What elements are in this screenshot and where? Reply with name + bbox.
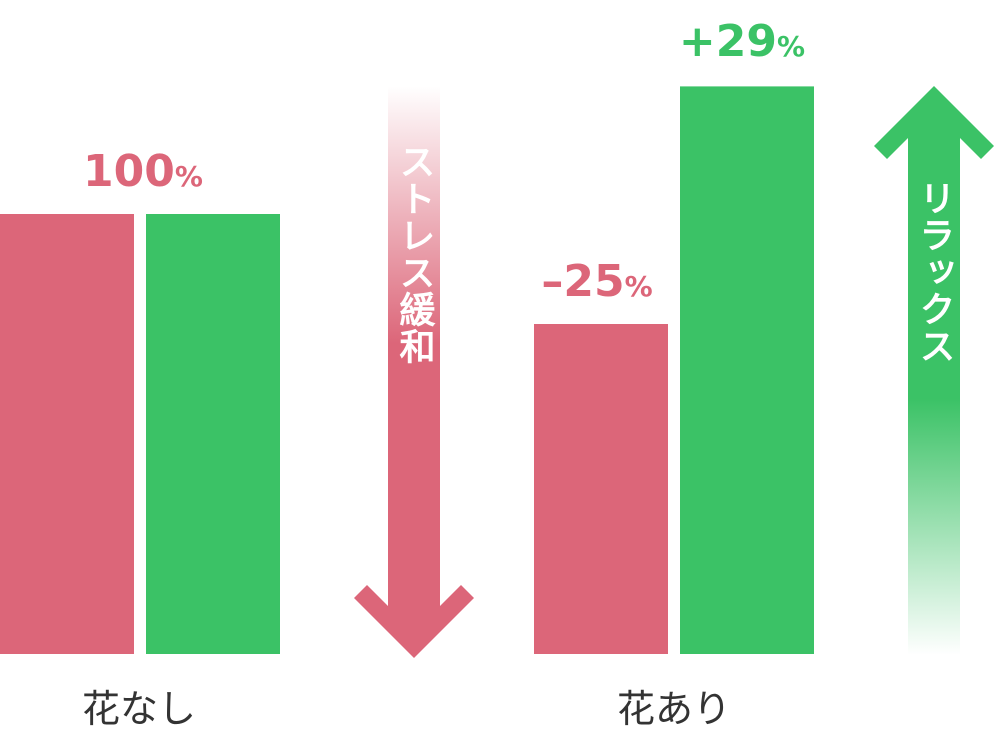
value-label-unit: % (777, 30, 805, 63)
bar-no-flower-green (146, 214, 280, 654)
bar-with-flower-green (680, 86, 814, 654)
category-label-no-flower: 花なし (82, 687, 196, 731)
value-label-unit: % (625, 270, 653, 303)
bar-with-flower-pink (534, 324, 668, 654)
value-label-number: –25 (541, 256, 624, 307)
value-label-number: 100 (83, 146, 175, 197)
relax-arrow: リラックス (874, 86, 994, 655)
category-label-with-flower: 花あり (617, 687, 731, 731)
value-label-unit: % (175, 160, 203, 193)
relax-label: リラックス (914, 180, 955, 365)
value-label-flower-pink: –25% (541, 256, 652, 307)
value-label-flower-green: +29% (679, 16, 805, 67)
stress-relief-arrow: ストレス緩和 (354, 86, 474, 658)
bars-group (0, 86, 814, 654)
bar-no-flower-pink (0, 214, 134, 654)
up-arrow-icon (874, 86, 994, 655)
value-label-number: +29 (679, 16, 777, 67)
value-label-no-flower: 100% (83, 146, 203, 197)
stress-relief-label: ストレス緩和 (394, 143, 436, 365)
down-arrow-icon (354, 86, 474, 658)
